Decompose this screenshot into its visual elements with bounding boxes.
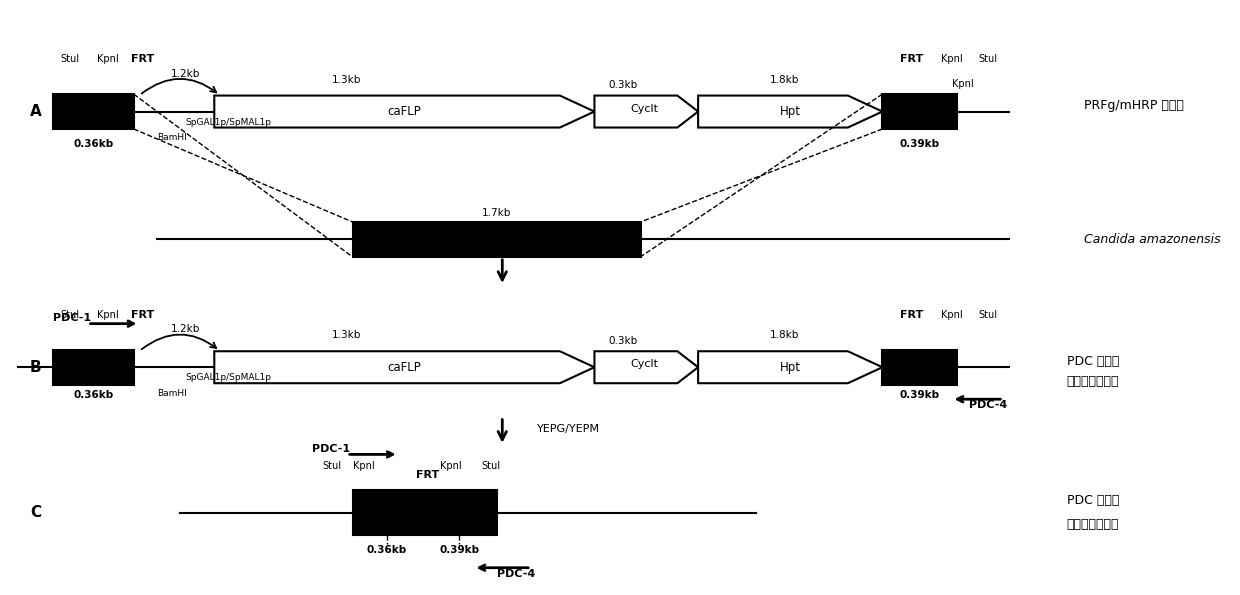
Polygon shape	[215, 351, 594, 383]
Text: B: B	[30, 360, 42, 375]
Text: 1.2kb: 1.2kb	[171, 324, 200, 334]
Text: 0.3kb: 0.3kb	[609, 80, 637, 90]
Text: FRT: FRT	[131, 54, 155, 64]
Text: 1.3kb: 1.3kb	[332, 74, 361, 84]
Text: PDC 敲除株: PDC 敲除株	[1066, 355, 1120, 368]
Text: BamHI: BamHI	[156, 133, 186, 142]
Text: 0.39kb: 0.39kb	[900, 390, 940, 400]
Text: PDC-1: PDC-1	[312, 444, 351, 453]
Text: （抗性已消除）: （抗性已消除）	[1066, 518, 1120, 531]
Text: Cyclt: Cyclt	[630, 104, 658, 114]
Polygon shape	[698, 351, 883, 383]
Text: 1.3kb: 1.3kb	[332, 330, 361, 340]
Text: StuI: StuI	[322, 461, 341, 471]
Bar	[53, 350, 134, 384]
Text: Hpt: Hpt	[780, 105, 801, 118]
Text: KpnI: KpnI	[98, 310, 119, 320]
Bar	[352, 490, 496, 534]
Text: （抗性未消除）: （抗性未消除）	[1066, 375, 1120, 389]
Text: SpGAL1p/SpMAL1p: SpGAL1p/SpMAL1p	[186, 373, 272, 382]
Text: PRFg/mHRP 敲除盒: PRFg/mHRP 敲除盒	[1084, 99, 1184, 112]
Text: StuI: StuI	[61, 54, 79, 64]
Text: BamHI: BamHI	[156, 389, 186, 398]
Text: SpGAL1p/SpMAL1p: SpGAL1p/SpMAL1p	[186, 117, 272, 127]
Bar	[883, 350, 957, 384]
Text: 0.36kb: 0.36kb	[73, 139, 114, 149]
Text: PDC-1: PDC-1	[53, 313, 92, 323]
Text: KpnI: KpnI	[439, 461, 461, 471]
Polygon shape	[215, 96, 594, 127]
Text: 1.8kb: 1.8kb	[770, 330, 800, 340]
Text: StuI: StuI	[61, 310, 79, 320]
Text: C: C	[30, 505, 41, 520]
Text: PDC-4: PDC-4	[968, 400, 1007, 410]
Text: StuI: StuI	[978, 54, 998, 64]
Text: FRT: FRT	[899, 310, 923, 320]
Text: 1.2kb: 1.2kb	[171, 69, 200, 79]
Polygon shape	[594, 351, 698, 383]
Text: KpnI: KpnI	[941, 310, 962, 320]
Text: Candida amazonensis: Candida amazonensis	[1084, 233, 1220, 246]
Text: FRT: FRT	[899, 54, 923, 64]
Text: Cyclt: Cyclt	[630, 359, 658, 369]
Text: 1.8kb: 1.8kb	[770, 74, 800, 84]
Text: caFLP: caFLP	[387, 361, 422, 374]
Text: StuI: StuI	[978, 310, 998, 320]
Text: KpnI: KpnI	[353, 461, 374, 471]
Text: PDC 敲除株: PDC 敲除株	[1066, 494, 1120, 508]
Text: Hpt: Hpt	[780, 361, 801, 374]
Text: caFLP: caFLP	[387, 105, 422, 118]
Text: FRT: FRT	[131, 310, 155, 320]
Polygon shape	[698, 96, 883, 127]
Text: 0.36kb: 0.36kb	[367, 545, 407, 555]
Text: 1.7kb: 1.7kb	[482, 208, 511, 218]
Text: 0.36kb: 0.36kb	[73, 390, 114, 400]
Text: 0.3kb: 0.3kb	[609, 336, 637, 346]
Text: 0.39kb: 0.39kb	[900, 139, 940, 149]
Bar	[883, 94, 957, 129]
Text: 0.39kb: 0.39kb	[439, 545, 479, 555]
Polygon shape	[594, 96, 698, 127]
Bar	[352, 222, 641, 257]
Text: KpnI: KpnI	[941, 54, 962, 64]
Text: A: A	[30, 104, 42, 119]
Text: YEPG/YEPM: YEPG/YEPM	[537, 424, 600, 434]
Bar	[53, 94, 134, 129]
Text: KpnI: KpnI	[952, 79, 973, 89]
Text: PDC-4: PDC-4	[496, 569, 534, 578]
Text: StuI: StuI	[481, 461, 500, 471]
Text: KpnI: KpnI	[98, 54, 119, 64]
Text: FRT: FRT	[415, 469, 439, 480]
